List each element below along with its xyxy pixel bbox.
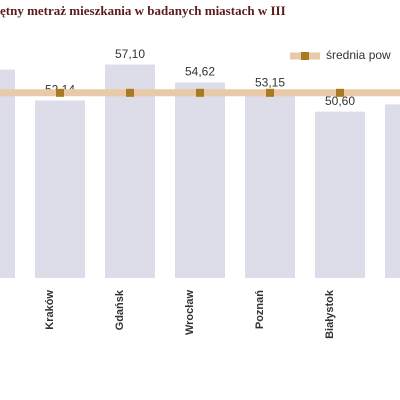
x-tick-label: Poznań — [254, 290, 266, 329]
average-marker — [196, 88, 204, 97]
x-tick-label: Wrocław — [184, 290, 196, 335]
bar — [35, 100, 85, 278]
bar — [175, 82, 225, 279]
average-marker — [126, 88, 134, 97]
legend-marker — [301, 52, 309, 60]
legend-label: średnia pow — [326, 48, 391, 62]
value-label: 50,60 — [325, 94, 355, 108]
x-tick-label: Białystok — [324, 289, 336, 339]
chart-title: ętny metraż mieszkania w badanych miasta… — [0, 3, 286, 18]
value-label: 57,10 — [115, 47, 145, 61]
x-tick-label: Gdańsk — [114, 289, 126, 330]
value-label: 53,15 — [255, 75, 285, 89]
legend-bg — [282, 45, 400, 67]
x-tick-label: Kraków — [44, 290, 56, 330]
value-label: 54,62 — [185, 65, 215, 79]
bar — [105, 64, 155, 279]
average-marker — [56, 88, 64, 97]
bar — [315, 111, 365, 278]
bar — [385, 104, 400, 278]
average-marker — [266, 88, 274, 97]
bar — [245, 93, 295, 278]
average-marker — [336, 88, 344, 97]
bar — [0, 69, 15, 278]
